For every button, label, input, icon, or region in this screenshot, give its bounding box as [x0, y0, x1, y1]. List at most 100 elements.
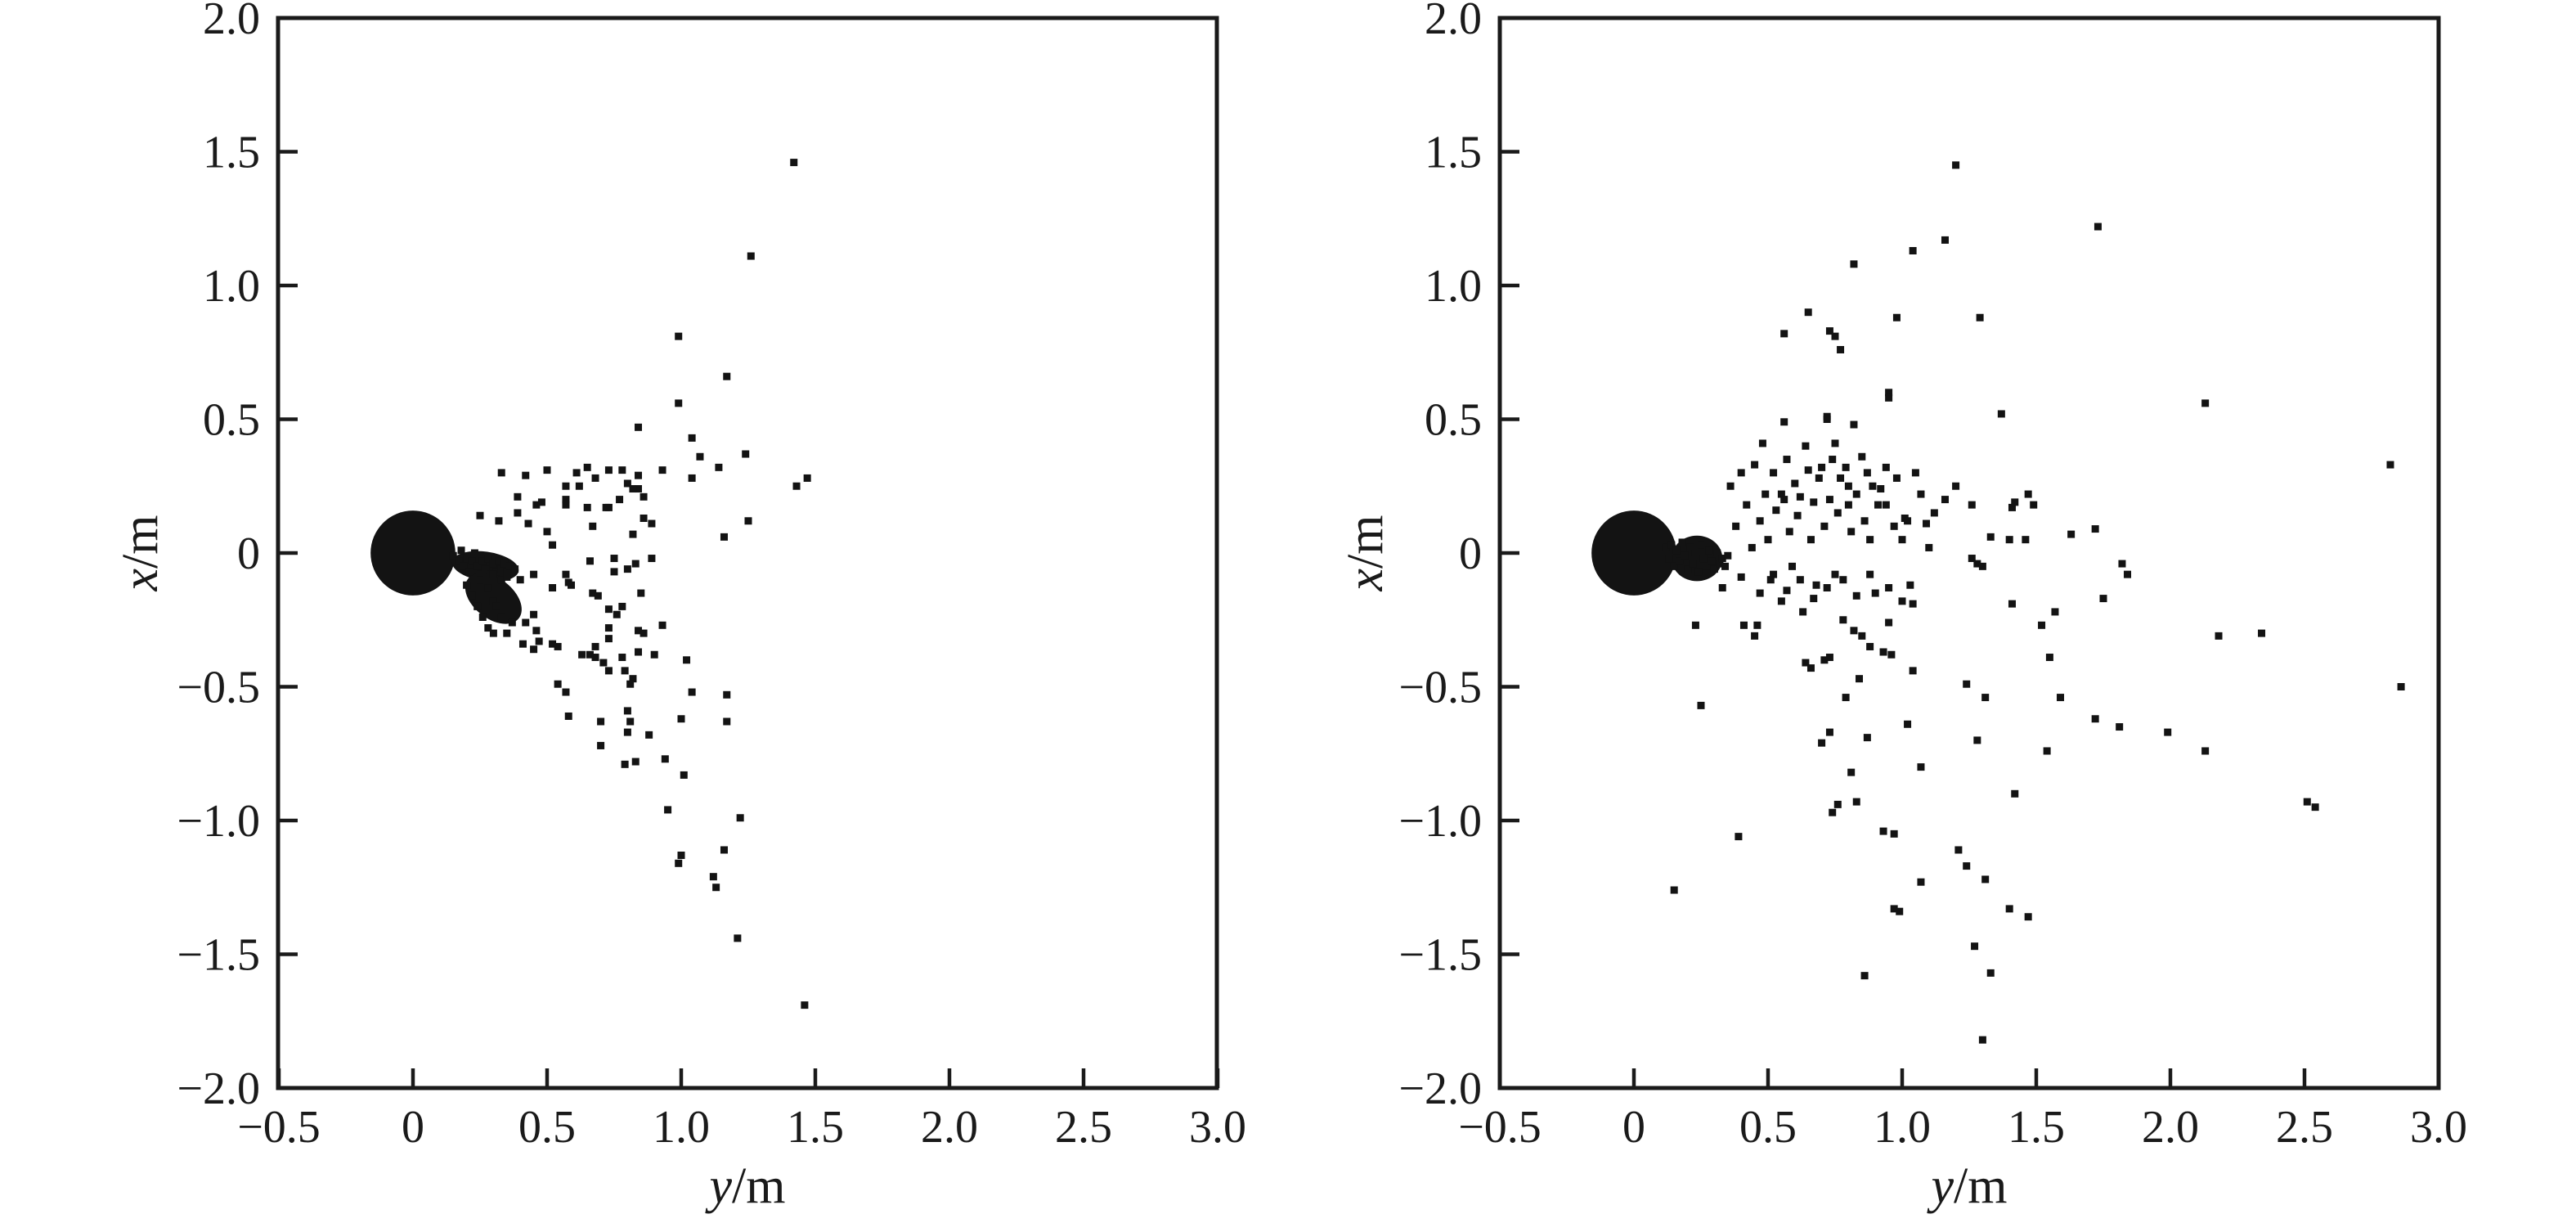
- scatter-point: [473, 562, 482, 570]
- scatter-point: [1850, 627, 1858, 635]
- scatter-point: [1670, 886, 1678, 894]
- scatter-point: [457, 546, 465, 555]
- scatter-point: [1863, 734, 1871, 742]
- scatter-point: [1804, 308, 1812, 317]
- scatter-point: [484, 555, 492, 563]
- scatter-point: [2201, 399, 2210, 407]
- scatter-point: [1780, 418, 1788, 426]
- scatter-point: [1783, 587, 1791, 595]
- scatter-point: [1710, 565, 1718, 573]
- scatter-point: [484, 584, 492, 592]
- scatter-point: [1739, 621, 1748, 629]
- scatter-point: [1705, 546, 1713, 555]
- y-tick-label: −2.0: [177, 1063, 260, 1114]
- scatter-point: [516, 576, 524, 584]
- scatter-point: [449, 551, 457, 560]
- scatter-point: [1753, 621, 1761, 629]
- scatter-point: [1825, 496, 1833, 504]
- scatter-point: [1831, 332, 1839, 340]
- scatter-point: [1852, 591, 1860, 600]
- scatter-point: [524, 519, 532, 528]
- scatter-point: [604, 624, 613, 632]
- scatter-point: [530, 645, 538, 654]
- scatter-point: [604, 466, 613, 474]
- scatter-point: [1963, 862, 1971, 870]
- right-nozzle-circle: [1591, 510, 1676, 596]
- scatter-point: [2005, 905, 2013, 913]
- y-tick-label: 1.5: [1425, 128, 1482, 178]
- scatter-point: [623, 728, 631, 736]
- scatter-point: [1691, 549, 1699, 557]
- scatter-point: [597, 717, 605, 726]
- scatter-point: [1823, 584, 1831, 592]
- scatter-point: [1833, 509, 1842, 517]
- scatter-point: [468, 591, 476, 600]
- y-tick-label: 1.0: [1425, 261, 1482, 312]
- scatter-point: [511, 565, 519, 573]
- scatter-point: [712, 884, 720, 892]
- scatter-point: [554, 642, 562, 650]
- scatter-point: [631, 758, 640, 766]
- scatter-point: [1911, 469, 1919, 477]
- scatter-point: [2099, 595, 2107, 603]
- scatter-point: [623, 479, 631, 488]
- scatter-point: [489, 597, 497, 605]
- scatter-point: [1844, 482, 1852, 490]
- scatter-point: [1909, 600, 1917, 608]
- scatter-point: [2386, 461, 2394, 469]
- scatter-point: [2124, 570, 2132, 578]
- scatter-point: [1761, 490, 1770, 498]
- scatter-point: [2397, 683, 2405, 690]
- scatter-point: [1785, 528, 1793, 536]
- scatter-point: [1869, 482, 1877, 490]
- scatter-point: [688, 688, 696, 696]
- scatter-point: [1917, 878, 1925, 886]
- scatter-point: [1892, 313, 1901, 321]
- scatter-point: [1810, 595, 1818, 603]
- scatter-point: [492, 602, 500, 610]
- scatter-point: [1941, 496, 1949, 504]
- scatter-point: [1708, 557, 1716, 565]
- x-tick-label: 0: [1622, 1102, 1645, 1153]
- scatter-point: [658, 466, 666, 474]
- scatter-point: [734, 934, 742, 942]
- scatter-point: [1825, 654, 1833, 662]
- scatter-point: [1976, 313, 1984, 321]
- scatter-point: [1898, 597, 1906, 605]
- scatter-point: [618, 654, 626, 662]
- scatter-point: [2030, 501, 2038, 509]
- y-tick-label: 1.5: [203, 128, 260, 178]
- scatter-point: [568, 581, 576, 589]
- scatter-point: [1882, 463, 1890, 471]
- right-scatter-panel: −0.5 0 0.5 1.0 1.5 2.0 2.5 3.02.01.51.00.50−0.5…: [1338, 0, 2467, 1214]
- scatter-point: [623, 565, 631, 573]
- scatter-point: [514, 509, 522, 517]
- scatter-point: [549, 584, 557, 592]
- scatter-point: [514, 492, 522, 501]
- scatter-point: [1686, 543, 1694, 551]
- x-tick-label: 1.0: [1874, 1102, 1931, 1153]
- scatter-point: [1825, 728, 1833, 736]
- scatter-point: [677, 715, 685, 723]
- scatter-point: [2164, 728, 2172, 736]
- scatter-point: [1904, 517, 1912, 525]
- scatter-point: [1678, 538, 1686, 546]
- scatter-point: [1796, 492, 1804, 501]
- scatter-point: [675, 332, 683, 340]
- scatter-point: [1909, 246, 1917, 254]
- scatter-point: [572, 469, 581, 477]
- scatter-point: [505, 562, 514, 570]
- scatter-point: [594, 591, 602, 600]
- scatter-point: [2008, 503, 2016, 511]
- scatter-point: [621, 760, 629, 768]
- scatter-point: [648, 555, 656, 563]
- scatter-point: [1802, 442, 1810, 450]
- scatter-point: [497, 576, 505, 584]
- scatter-point: [1770, 469, 1778, 477]
- scatter-point: [476, 511, 484, 519]
- scatter-point: [591, 642, 599, 650]
- scatter-point: [623, 707, 631, 715]
- scatter-point: [599, 659, 608, 667]
- scatter-point: [664, 806, 672, 814]
